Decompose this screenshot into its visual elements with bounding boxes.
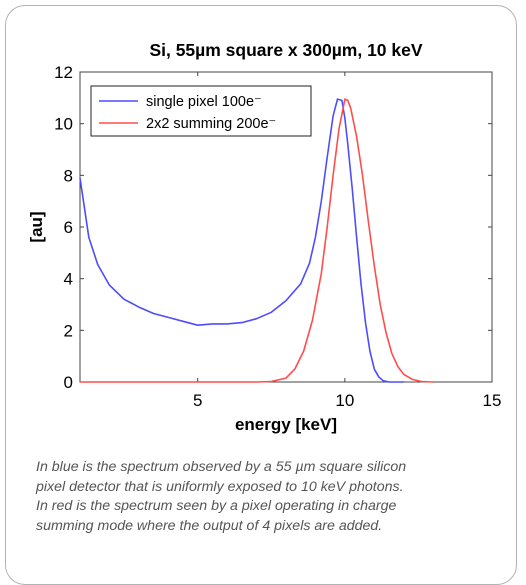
caption-line: pixel detector that is uniformly exposed… bbox=[36, 478, 404, 495]
legend-label: single pixel 100e⁻ bbox=[146, 94, 262, 110]
legend-box bbox=[90, 85, 312, 137]
x-axis-label: energy [keV] bbox=[235, 415, 337, 434]
legend-label: 2x2 summing 200e⁻ bbox=[146, 116, 276, 132]
y-tick-label: 10 bbox=[54, 115, 73, 134]
figure-caption: In blue is the spectrum observed by a 55… bbox=[36, 458, 506, 536]
caption-line: In blue is the spectrum observed by a 55… bbox=[36, 459, 407, 475]
chart-title: Si, 55µm square x 300µm, 10 keV bbox=[149, 40, 422, 60]
legend: single pixel 100e⁻ 2x2 summing 200e⁻ bbox=[90, 85, 312, 137]
spectrum-chart: Si, 55µm square x 300µm, 10 keV 0 2 4 6 8 10 1… bbox=[27, 40, 501, 434]
y-tick-label: 2 bbox=[64, 321, 73, 340]
x-tick-label: 10 bbox=[335, 391, 354, 410]
caption-line: summing mode where the output of 4 pixel… bbox=[36, 517, 383, 534]
x-tick-label: 15 bbox=[483, 391, 502, 410]
series-line-1 bbox=[79, 98, 404, 383]
y-tick-label: 4 bbox=[64, 270, 73, 289]
series-line-2 bbox=[80, 98, 434, 383]
caption-line: In red is the spectrum seen by a pixel o… bbox=[36, 498, 397, 514]
y-tick-label: 8 bbox=[64, 166, 73, 185]
y-tick-label: 0 bbox=[64, 373, 73, 392]
x-tick-label: 5 bbox=[193, 391, 202, 410]
y-tick-label: 12 bbox=[54, 63, 73, 82]
series-layer bbox=[79, 98, 434, 383]
axis-ticks: 0 2 4 6 8 10 12 5 10 15 bbox=[54, 63, 501, 410]
y-tick-label: 6 bbox=[64, 218, 73, 237]
y-axis-label: [au] bbox=[27, 211, 46, 242]
